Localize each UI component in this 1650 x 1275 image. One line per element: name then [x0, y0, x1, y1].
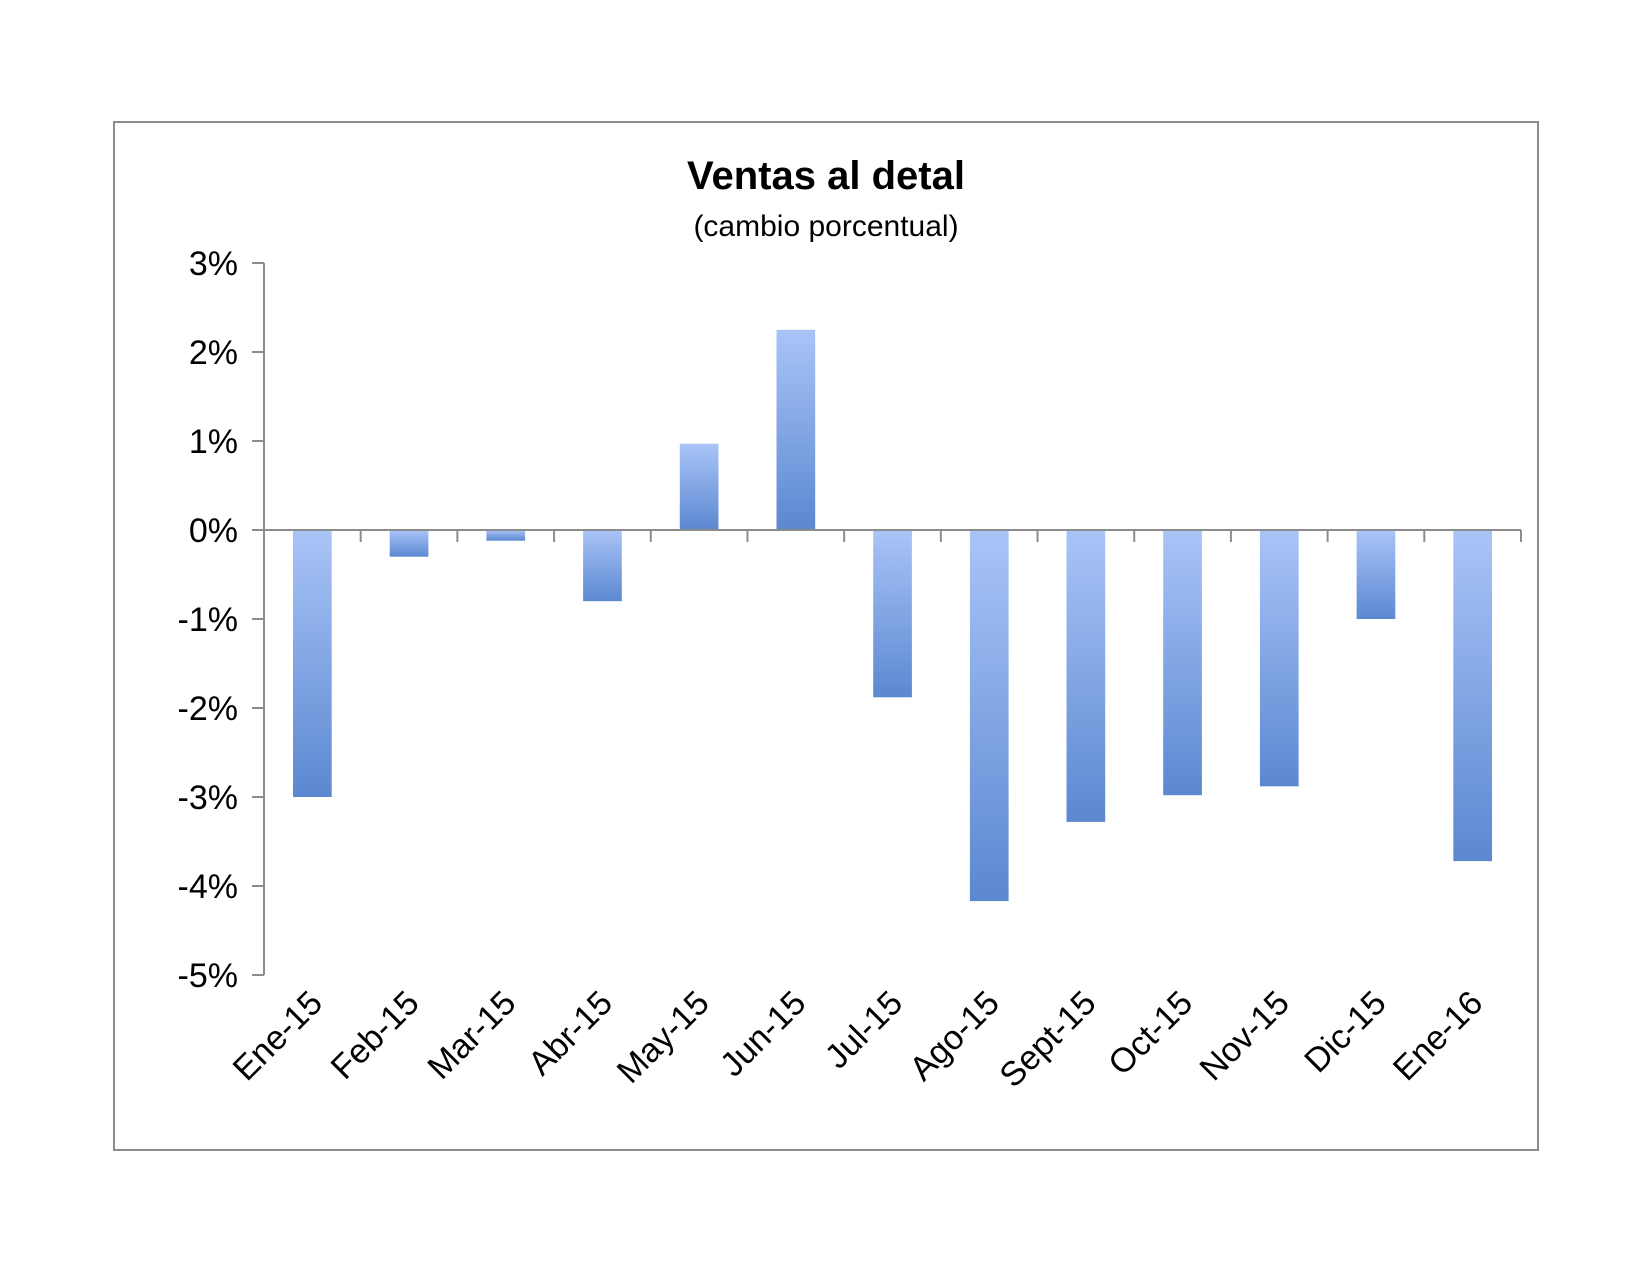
x-tick-label: May-15 — [610, 984, 717, 1091]
y-tick-label: -3% — [178, 779, 238, 817]
bar-ago-15 — [969, 530, 1009, 902]
x-tick-label: Mar-15 — [420, 984, 523, 1087]
x-tick-label: Dic-15 — [1297, 984, 1393, 1080]
x-tick-label: Feb-15 — [324, 984, 427, 1087]
x-tick-label: Oct-15 — [1101, 984, 1200, 1083]
bar-jul-15 — [873, 530, 912, 698]
x-tick-label: Jun-15 — [713, 984, 813, 1084]
bar-feb-15 — [389, 530, 429, 557]
bar-ene-16 — [1453, 530, 1492, 862]
chart-title: Ventas al detal — [687, 154, 965, 198]
bar-oct-15 — [1163, 530, 1202, 796]
x-tick-label: Ene-16 — [1386, 984, 1490, 1088]
y-tick-labels: 3% 2% 1% 0% -1% -2% -3% -4% -5% — [178, 245, 238, 995]
x-tick-label: Ene-15 — [226, 984, 330, 1088]
y-tick-label: -2% — [178, 690, 238, 728]
y-tick-label: 2% — [189, 334, 238, 372]
x-tick-label: Nov-15 — [1193, 984, 1297, 1088]
x-tick-label: Abr-15 — [521, 984, 620, 1083]
bar-abr-15 — [583, 530, 622, 602]
x-tick-label: Sept-15 — [992, 984, 1103, 1095]
x-tick-label: Jul-15 — [818, 984, 910, 1076]
y-tick-label: -1% — [178, 601, 238, 639]
y-tick-label: -5% — [178, 957, 238, 995]
axes-layer — [252, 262, 1522, 976]
chart-frame: Ventas al detal (cambio porcentual) 3% 2%… — [113, 121, 1539, 1151]
bar-dic-15 — [1356, 530, 1396, 619]
bar-nov-15 — [1259, 530, 1299, 787]
bar-chart: Ventas al detal (cambio porcentual) 3% 2%… — [178, 154, 1522, 1095]
bar-sept-15 — [1066, 530, 1106, 822]
x-tick-label: Ago-15 — [902, 984, 1006, 1088]
y-tick-label: 0% — [189, 512, 238, 550]
bar-jun-15 — [776, 329, 816, 531]
y-tick-label: 3% — [189, 245, 238, 283]
bar-ene-15 — [293, 530, 332, 797]
y-tick-label: 1% — [189, 423, 238, 461]
chart-subtitle: (cambio porcentual) — [693, 210, 958, 243]
y-tick-label: -4% — [178, 868, 238, 906]
bars-layer — [293, 329, 1492, 902]
bar-mar-15 — [486, 530, 526, 541]
bar-may-15 — [679, 443, 719, 530]
